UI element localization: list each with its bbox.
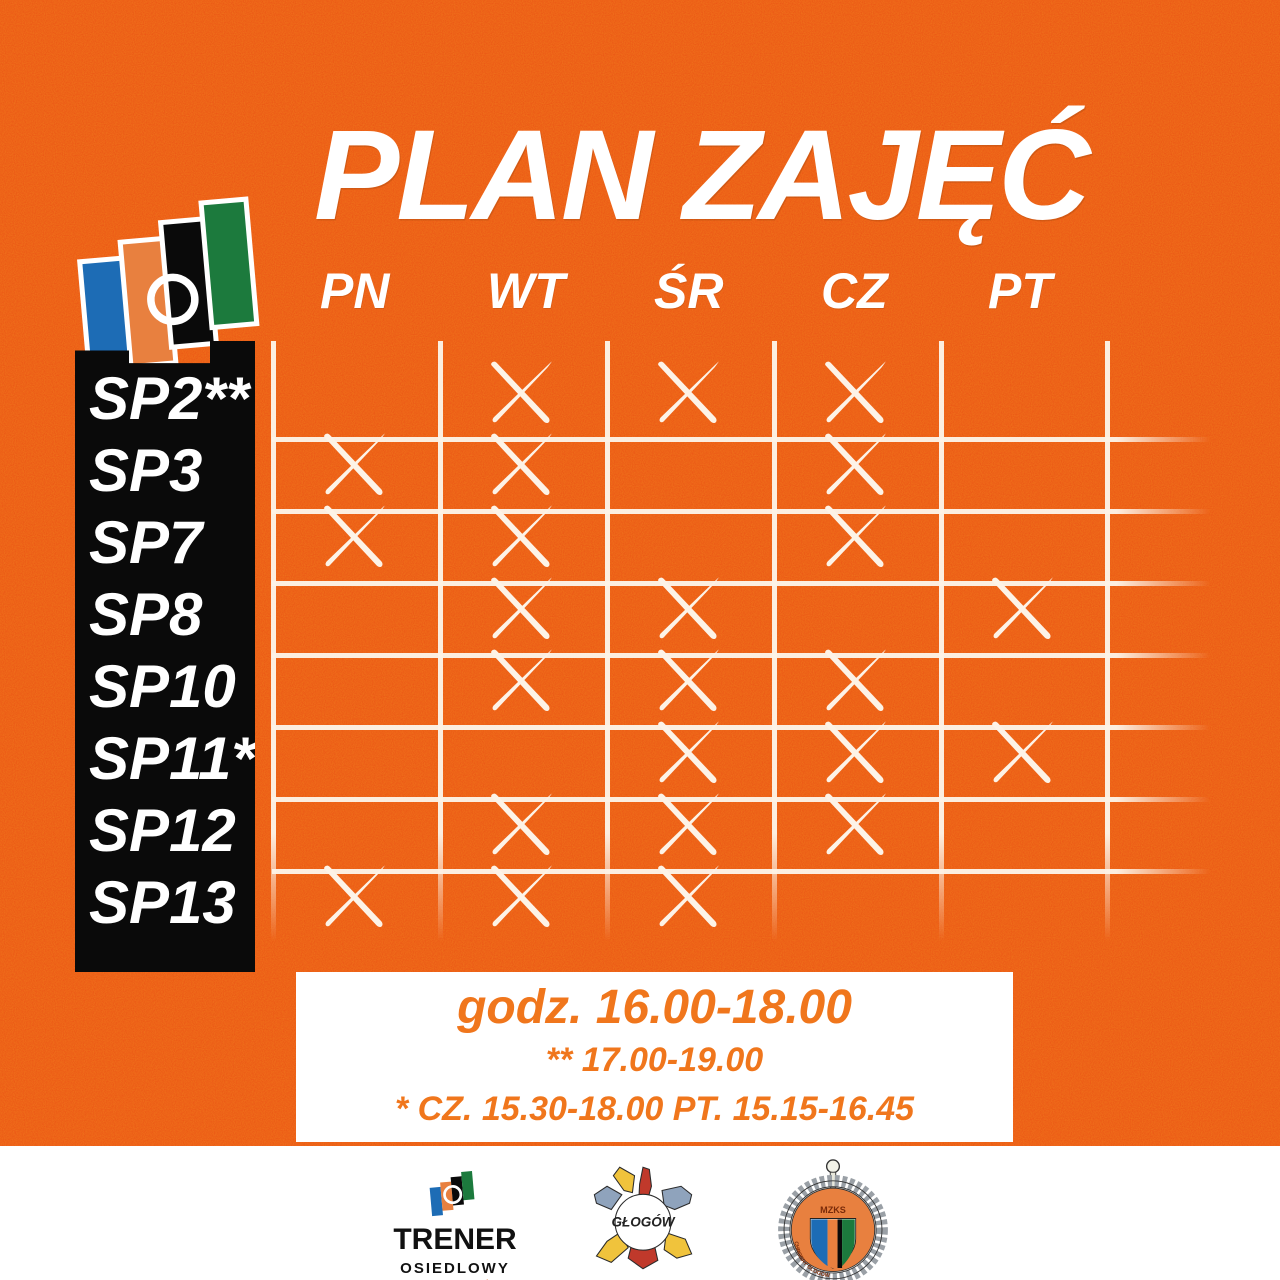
svg-text:GŁOGÓW: GŁOGÓW [611, 1214, 675, 1229]
svg-text:MZKS: MZKS [820, 1205, 846, 1215]
